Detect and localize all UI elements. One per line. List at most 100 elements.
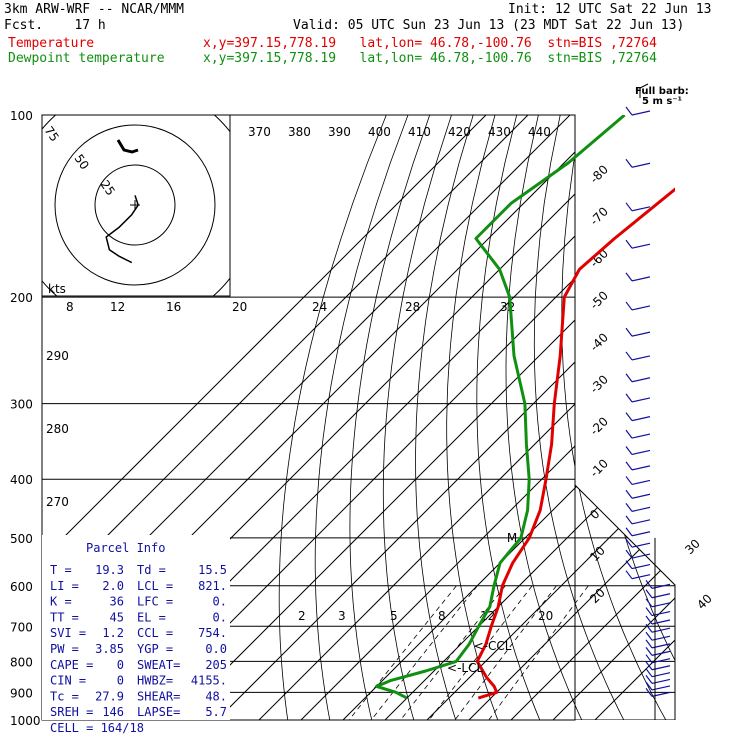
barb-legend-value: 5 m s⁻¹ <box>642 96 682 107</box>
wind-barb <box>631 377 651 383</box>
pressure-tick-label: 200 <box>10 291 33 305</box>
parcel-row-value: 0 <box>117 658 124 672</box>
dry-adiabat <box>349 115 431 720</box>
temperature-axis-label: -70 <box>587 204 611 228</box>
wind-barb-flag <box>645 661 653 671</box>
temperature-axis-label: 10 <box>587 543 608 564</box>
parcel-row-label: LI = <box>50 579 79 593</box>
isotherm-line <box>510 115 675 720</box>
wind-barb <box>631 574 651 580</box>
wind-barb-flag <box>625 106 633 116</box>
wind-barb <box>631 433 651 439</box>
wind-barb <box>631 465 651 471</box>
parcel-row-value: 48. <box>205 689 227 703</box>
hodograph-ring <box>54 124 216 286</box>
dry-adiabat <box>711 115 740 720</box>
pressure-tick-label: 1000 <box>10 714 41 728</box>
pressure-tick-label: 800 <box>10 655 33 669</box>
dry-adiabat <box>278 115 387 720</box>
parcel-row-label: LCL = <box>137 579 173 593</box>
wind-barb <box>631 110 651 116</box>
speed-scale-label: 20 <box>232 300 247 314</box>
theta-label: 380 <box>288 125 311 139</box>
pressure-tick-label: 400 <box>10 473 33 487</box>
wind-barb-flag <box>645 589 653 599</box>
parcel-row-value: 5.7 <box>205 705 227 719</box>
mixing-ratio-label: 3 <box>338 609 346 623</box>
wind-barb-flag <box>625 446 633 455</box>
wind-barb-flag <box>625 461 633 471</box>
mixing-ratio-line <box>454 585 557 720</box>
isotherm-line <box>174 115 675 720</box>
speed-scale-label: 24 <box>312 300 327 314</box>
wind-barb-flag <box>645 607 653 616</box>
isotherm-line <box>426 115 675 720</box>
wind-barb-flag <box>625 158 633 168</box>
mixing-ratio-line <box>400 585 506 720</box>
mixing-ratio-label: 2 <box>298 609 306 623</box>
wind-barb-flag <box>645 681 653 691</box>
dewpoint-profile <box>375 115 626 700</box>
wind-barb <box>631 449 651 456</box>
wind-barb-flag <box>625 239 633 249</box>
wind-barb-flag <box>625 549 633 559</box>
parcel-row-value: 146 <box>102 705 124 719</box>
parcel-row-label: CCL = <box>137 626 173 640</box>
dewpoint-location: x,y=397.15,778.19 lat,lon= 46.78,-100.76… <box>203 51 657 66</box>
wind-barb <box>631 276 651 282</box>
wind-barb-flag <box>625 515 633 525</box>
wind-barb-flag <box>645 668 653 678</box>
isotherm-line <box>258 115 675 720</box>
ccl-annotation: <-CCL <box>474 639 512 653</box>
parcel-row-label: TT = <box>50 610 79 624</box>
pressure-tick-label: 600 <box>10 580 33 594</box>
dewpoint-legend: Dewpoint temperature <box>8 51 165 66</box>
parcel-row-label: HWBZ= <box>137 674 173 688</box>
theta-label-left: 270 <box>46 495 69 509</box>
temperature-location: x,y=397.15,778.19 lat,lon= 46.78,-100.76… <box>203 36 657 51</box>
parcel-info-box <box>42 535 230 720</box>
wind-barb-flag <box>625 202 633 212</box>
parcel-row-value: 19.3 <box>95 563 124 577</box>
parcel-row-label: YGP = <box>137 642 173 656</box>
wind-barb-flag <box>645 631 653 641</box>
wind-barb-flag <box>625 538 633 548</box>
parcel-row-value: 754. <box>198 626 227 640</box>
parcel-row-value: 205 <box>205 658 227 672</box>
theta-label-left: 290 <box>46 349 69 363</box>
wind-barb-flag <box>625 570 633 580</box>
theta-label: 400 <box>368 125 391 139</box>
temperature-axis-label: -50 <box>587 288 611 312</box>
wind-barb <box>631 506 651 512</box>
plot-frame-extension <box>574 484 676 720</box>
parcel-row-label: CIN = <box>50 674 86 688</box>
parcel-row-value: 2.0 <box>102 579 124 593</box>
parcel-row-value: 15.5 <box>198 563 227 577</box>
wind-barb-flag <box>625 301 633 311</box>
isotherm-line <box>42 115 487 720</box>
parcel-row-value: 36 <box>110 595 124 609</box>
temperature-axis-label: -20 <box>587 414 611 438</box>
parcel-row-value: 821. <box>198 579 227 593</box>
speed-scale-label: 8 <box>66 300 74 314</box>
isotherm-line <box>42 115 529 720</box>
model-title: 3km ARW-WRF -- NCAR/MMM <box>4 2 185 17</box>
temperature-axis-label: 40 <box>694 591 715 612</box>
temperature-axis-label: 30 <box>682 536 703 557</box>
speed-scale-label: 28 <box>405 300 420 314</box>
parcel-row-value: 0.0 <box>205 642 227 656</box>
parcel-row-value: 0. <box>213 610 227 624</box>
barb-legend-title: Full barb: <box>635 86 689 97</box>
parcel-row-value: 4155. <box>191 674 227 688</box>
forecast-hour: Fcst. 17 h <box>4 18 106 33</box>
parcel-row-label: EL = <box>137 610 166 624</box>
theta-label-left: 280 <box>46 422 69 436</box>
isotherm-line <box>342 115 675 720</box>
parcel-row-label: LFC = <box>137 595 173 609</box>
mixing-ratio-label: 20 <box>538 609 553 623</box>
theta-label: 410 <box>408 125 431 139</box>
wind-barb <box>631 416 651 422</box>
parcel-row-label: T = <box>50 563 72 577</box>
wind-barb-flag <box>645 647 653 656</box>
mixing-ratio-label: 5 <box>390 609 398 623</box>
